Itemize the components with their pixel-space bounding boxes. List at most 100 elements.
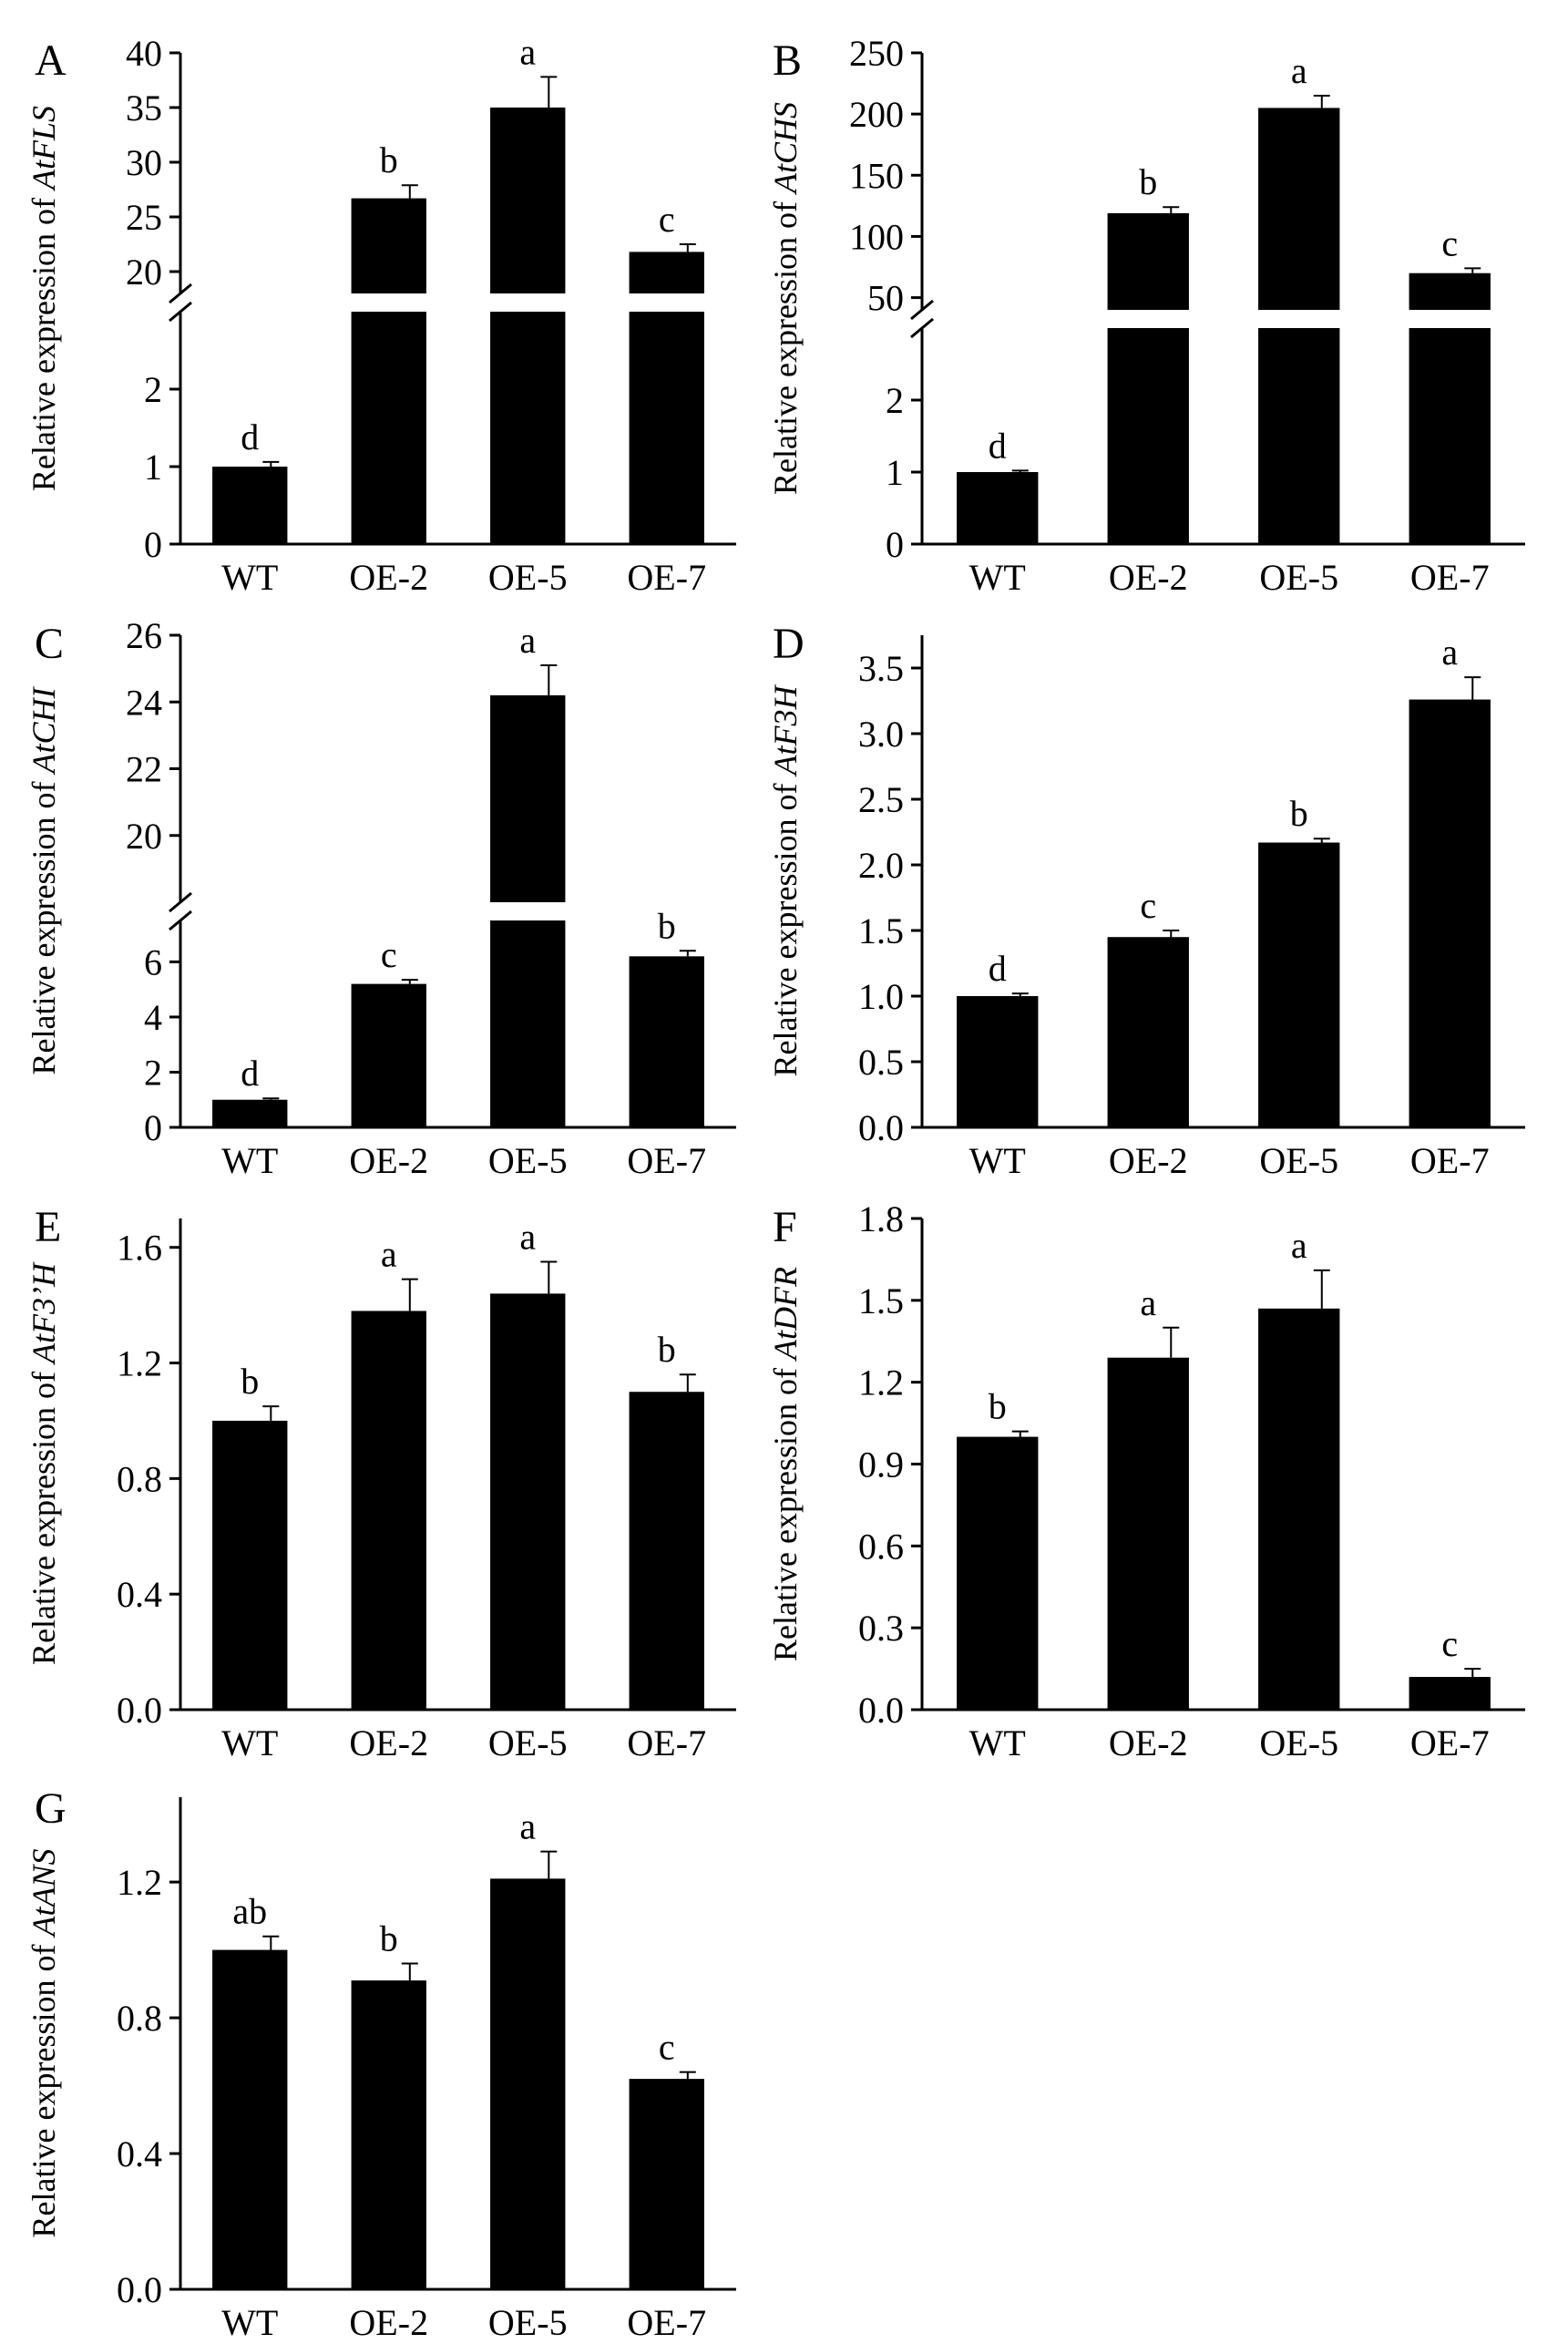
panel-B-chart: 01250100150200250dWTbOE-2aOE-5cOE-7BRela…: [767, 33, 1525, 598]
significance-label: b: [989, 1386, 1007, 1427]
panel-D-chart: 0.0 0.5 1.0 1.5 2.0 2.5 3.0 3.5 d WT c OE-2 b OE-5 a OE…: [767, 620, 1525, 1181]
x-tick-label: OE-5: [1259, 1722, 1338, 1763]
y-axis-title-gene: AtF3’H: [26, 1261, 62, 1365]
y-tick-label: 24: [126, 682, 162, 723]
y-tick-label: 2: [144, 1052, 162, 1093]
y-tick-label: 2.0: [858, 845, 904, 886]
y-tick-label: 0.0: [858, 1107, 904, 1148]
x-tick-label: WT: [969, 557, 1026, 598]
y-axis-title-prefix: Relative expression of: [767, 193, 804, 495]
significance-label: c: [659, 199, 675, 240]
axis-break-mark: [169, 910, 192, 931]
bar-wt: [212, 1949, 288, 2289]
x-tick-label: OE-7: [1410, 1722, 1490, 1763]
x-tick-label: WT: [221, 1722, 278, 1763]
bar-oe-5: [490, 1878, 566, 2289]
y-axis-title-gene: AtDFR: [767, 1267, 804, 1362]
y-tick-label: 3.0: [858, 714, 904, 755]
y-tick-label: 1.6: [117, 1228, 162, 1269]
y-tick-label: 3.5: [858, 648, 904, 689]
bar-break-gap: [488, 902, 568, 920]
significance-label: b: [380, 139, 398, 180]
x-tick-label: WT: [221, 1140, 278, 1181]
x-tick-label: WT: [221, 557, 278, 598]
bar-break-gap: [1105, 310, 1191, 328]
bar-break-gap: [1256, 310, 1342, 328]
bar-oe-2: [1107, 212, 1189, 544]
significance-label: c: [381, 934, 397, 975]
significance-label: c: [1140, 885, 1156, 926]
x-tick-label: OE-7: [627, 1140, 706, 1181]
axis-break-mark: [910, 317, 934, 339]
significance-label: c: [1441, 222, 1458, 263]
y-axis-title: Relative expression of AtCHI: [26, 686, 62, 1075]
y-tick-label: 0.0: [117, 2269, 162, 2310]
bar-oe-2: [351, 198, 426, 544]
panel-C-chart: 024620222426dWTcOE-2aOE-5bOE-7CRelative …: [26, 615, 736, 1181]
significance-label: a: [381, 1234, 397, 1275]
x-tick-label: OE-7: [627, 557, 706, 598]
y-tick-label: 0.8: [117, 1998, 162, 2039]
y-axis-title: Relative expression of AtANS: [26, 1849, 62, 2238]
y-tick-label: 0.4: [117, 2133, 162, 2174]
bar-oe-2: [1107, 1357, 1189, 1710]
x-tick-label: WT: [969, 1722, 1026, 1763]
y-tick-label: 0.6: [858, 1526, 904, 1567]
y-tick-label: 0: [886, 524, 904, 565]
y-axis-title: Relative expression of AtFLS: [26, 106, 62, 491]
x-tick-label: OE-5: [1259, 1140, 1338, 1181]
bar-wt: [957, 1436, 1039, 1710]
significance-label: a: [1441, 632, 1458, 673]
y-axis-title: Relative expression of AtF3H: [767, 684, 804, 1077]
x-tick-label: OE-5: [488, 1140, 568, 1181]
significance-label: b: [658, 1329, 676, 1370]
bar-oe-5: [1258, 1308, 1340, 1710]
y-axis-title-gene: AtCHS: [767, 102, 804, 195]
bar-oe-7: [1409, 1677, 1491, 1710]
significance-label: c: [659, 2027, 675, 2068]
panel-letter: A: [35, 36, 67, 85]
panel-letter: D: [773, 620, 804, 668]
y-axis-title-prefix: Relative expression of: [26, 190, 62, 491]
y-axis-title-gene: AtF3H: [767, 684, 804, 777]
y-axis-title-prefix: Relative expression of: [767, 776, 804, 1077]
y-tick-label: 0.0: [858, 1690, 904, 1731]
y-tick-label: 0.8: [117, 1458, 162, 1499]
y-tick-label: 20: [126, 816, 162, 857]
bar-wt: [212, 1420, 288, 1710]
x-tick-label: OE-2: [349, 1140, 428, 1181]
y-tick-label: 250: [849, 33, 904, 74]
y-tick-label: 100: [849, 216, 904, 257]
y-tick-label: 1.0: [858, 976, 904, 1017]
y-tick-label: 0.5: [858, 1042, 904, 1083]
panel-letter: B: [773, 36, 802, 85]
y-tick-label: 0.4: [117, 1574, 162, 1615]
bar-oe-7: [629, 1392, 704, 1710]
y-axis-title: Relative expression of AtF3’H: [26, 1261, 62, 1665]
y-axis-title-gene: AtCHI: [26, 686, 62, 776]
y-tick-label: 1.5: [858, 910, 904, 951]
y-tick-label: 0.9: [858, 1444, 904, 1486]
y-tick-label: 150: [849, 155, 904, 196]
significance-label: a: [1291, 1225, 1307, 1266]
significance-label: d: [989, 948, 1007, 989]
significance-label: d: [241, 416, 259, 457]
significance-label: b: [241, 1361, 259, 1402]
significance-label: b: [380, 1917, 398, 1958]
x-tick-label: OE-2: [349, 557, 428, 598]
panel-E-chart: 0.0 0.4 0.8 1.2 1.6 b WT a OE-2 a OE-5 b OE-7 E Relati…: [26, 1203, 736, 1763]
y-axis-title-prefix: Relative expression of: [26, 774, 62, 1075]
x-tick-label: OE-2: [1109, 557, 1188, 598]
y-tick-label: 2.5: [858, 779, 904, 820]
significance-label: d: [241, 1053, 259, 1094]
axis-break-mark: [169, 891, 192, 913]
y-tick-label: 4: [144, 997, 162, 1038]
y-tick-label: 40: [126, 33, 162, 74]
x-tick-label: OE-2: [1109, 1140, 1188, 1181]
y-tick-label: 1.5: [858, 1280, 904, 1321]
panel-letter: C: [35, 620, 64, 668]
x-tick-label: OE-2: [349, 1722, 428, 1763]
y-axis-title: Relative expression of AtDFR: [767, 1267, 804, 1661]
x-tick-label: OE-7: [1410, 557, 1490, 598]
